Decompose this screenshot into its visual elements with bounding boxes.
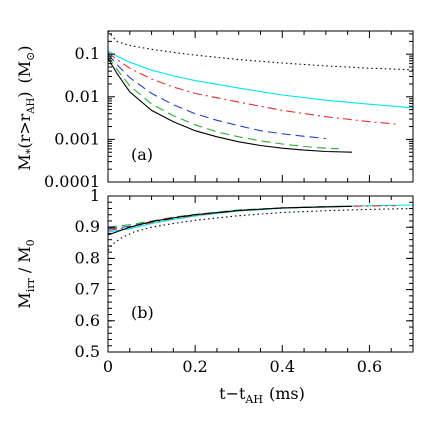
panel-b-ytick-label: 0.6 bbox=[75, 311, 100, 330]
x-tick-label: 0 bbox=[103, 357, 113, 376]
panel-b-series-6-line bbox=[108, 205, 353, 236]
panel-a-ytick-label: 0.01 bbox=[64, 87, 100, 106]
panel-b-ytick-label: 0.7 bbox=[75, 280, 100, 299]
panel-a-series-2-line bbox=[108, 50, 413, 109]
panel-a-ytick-label: 0.0001 bbox=[44, 172, 100, 191]
panel-b-ylabel: Mirr / M0 bbox=[15, 239, 37, 308]
panel-a-series-5-line bbox=[108, 55, 339, 150]
panel-b-series-4-line bbox=[108, 206, 326, 230]
panel-a: 0.0001 0.001 0.01 0.1 (a) M*(r>rAH)(M⊙) bbox=[15, 30, 414, 191]
panel-a-series bbox=[108, 31, 413, 153]
panel-a-series-1-line bbox=[108, 31, 413, 71]
panel-a-series-6-line bbox=[108, 58, 353, 153]
panel-b-label: (b) bbox=[131, 303, 154, 322]
panel-a-ytick-label: 0.1 bbox=[75, 44, 100, 63]
panel-b-series bbox=[108, 204, 413, 251]
panel-b-ytick-label: 0.5 bbox=[75, 342, 100, 361]
panel-a-label: (a) bbox=[131, 145, 153, 164]
x-tick-label: 0.2 bbox=[182, 357, 207, 376]
x-tick-label: 0.6 bbox=[357, 357, 382, 376]
panel-b-ytick-label: 0.8 bbox=[75, 248, 100, 267]
panel-b-ticks: 0.5 0.6 0.7 0.8 0.9 1 0 0.2 0.4 0.6 bbox=[75, 186, 414, 376]
x-axis-label: t−tAH (ms) bbox=[219, 384, 305, 406]
panel-b-ytick-label: 0.9 bbox=[75, 217, 100, 236]
panel-b-series-1-line bbox=[108, 207, 413, 251]
panel-a-frame bbox=[107, 30, 414, 183]
panel-a-ticks: 0.0001 0.001 0.01 0.1 bbox=[44, 31, 414, 191]
panel-a-series-4-line bbox=[108, 53, 326, 140]
x-tick-label: 0.4 bbox=[270, 357, 295, 376]
panel-a-ytick-label: 0.001 bbox=[54, 129, 100, 148]
panel-a-ylabel: M*(r>rAH)(M⊙) bbox=[15, 45, 37, 170]
panel-a-series-3-line bbox=[108, 51, 396, 125]
panel-b-ytick-label: 1 bbox=[90, 186, 100, 205]
panel-b-frame bbox=[107, 195, 414, 353]
panel-b: 0.5 0.6 0.7 0.8 0.9 1 0 0.2 0.4 0.6 (b) Mirr / M0… bbox=[15, 186, 414, 406]
